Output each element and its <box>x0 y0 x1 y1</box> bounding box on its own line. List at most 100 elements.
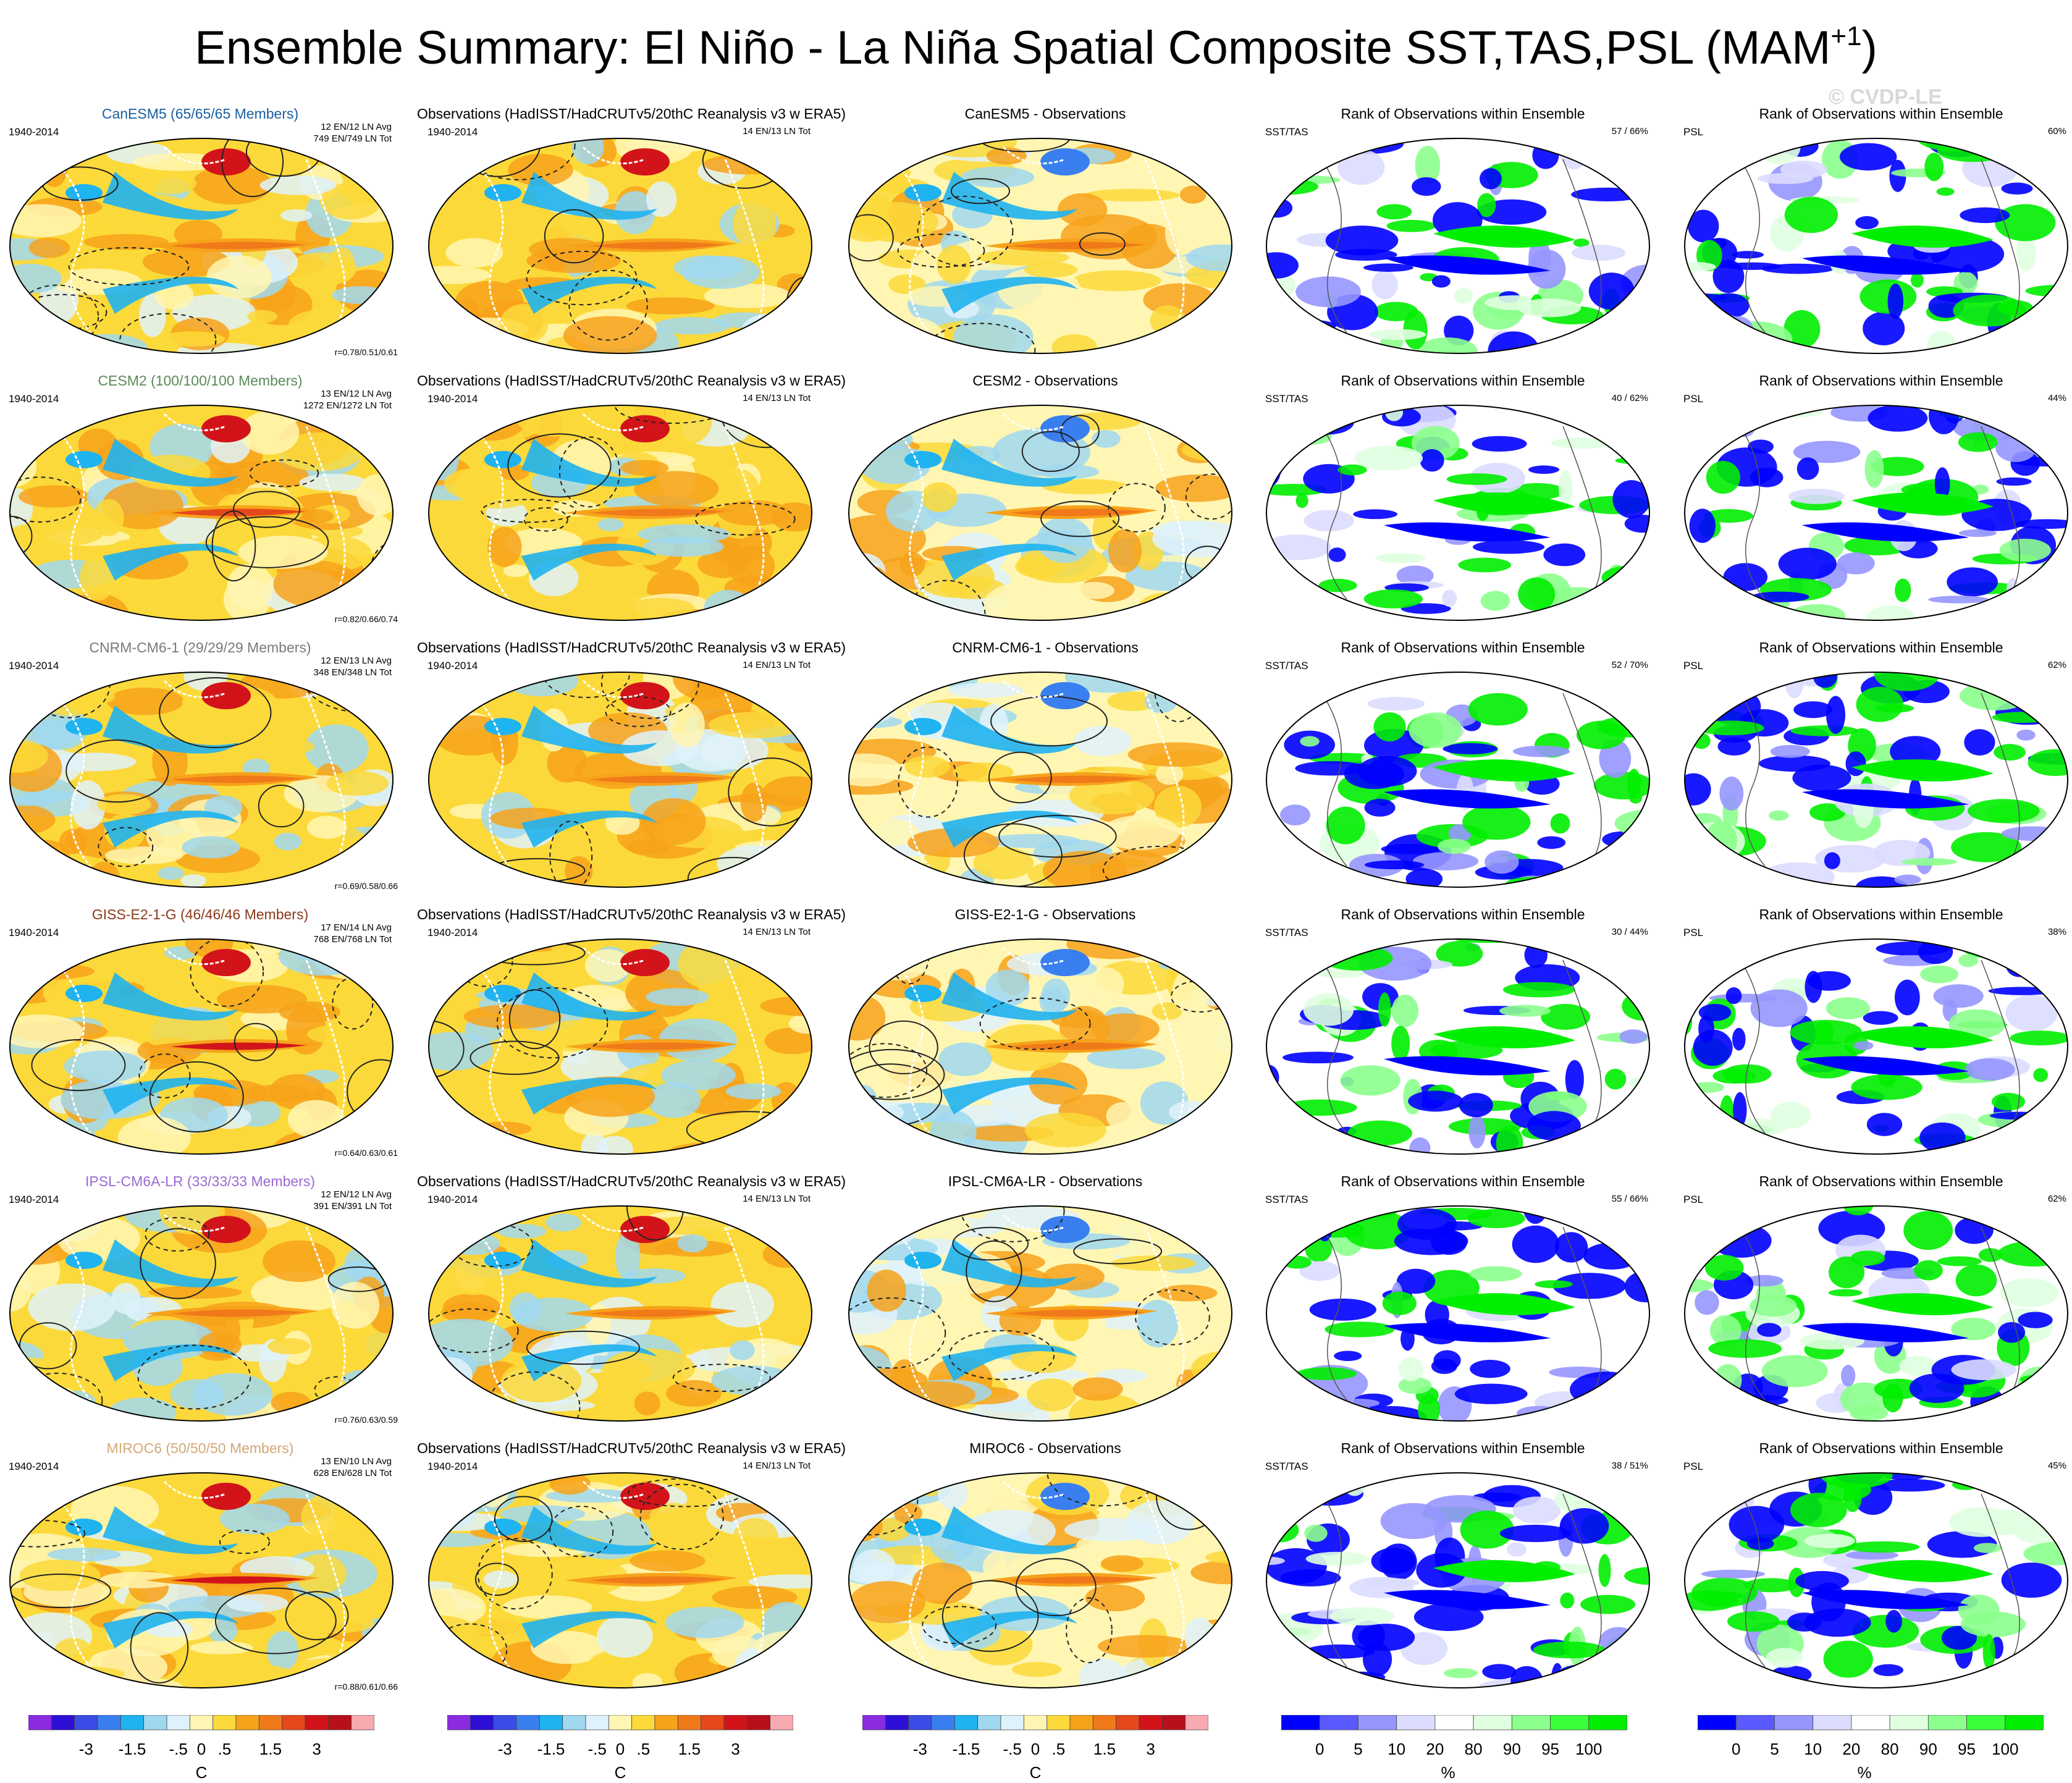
colorbar-tick-label: 1.5 <box>678 1740 701 1758</box>
rank-psl-pct: 38% <box>2047 927 2066 937</box>
obs-period: 1940-2014 <box>427 1461 478 1472</box>
obs-tot: 14 EN/13 LN Tot <box>743 126 811 137</box>
rank-colorbar: 0 5 10 20 80 90 95 100% <box>1698 1715 2044 1783</box>
model-title: MIROC6 (50/50/50 Members) <box>106 1440 294 1456</box>
colorbar-tick-label: 95 <box>1541 1740 1560 1758</box>
sst-colorbar: -3 -1.5 -.5 0 .5 1.5 3 C <box>862 1715 1208 1783</box>
colorbar-tick-label: 3 <box>312 1740 321 1758</box>
obs-panel: Observations (HadISST/HadCRUTv5/20thC Re… <box>417 639 846 906</box>
rank-sst-pct: 55 / 66% <box>1611 1194 1648 1204</box>
model-avg: 13 EN/10 LN Avg <box>321 1456 392 1467</box>
colorbar-swatch <box>351 1715 374 1730</box>
colorbar-tick-label: 100 <box>1992 1740 2019 1758</box>
colorbar-swatch <box>1069 1715 1093 1730</box>
rank-title: Rank of Observations within Ensemble <box>1341 106 1585 122</box>
rank-title: Rank of Observations within Ensemble <box>1341 906 1585 922</box>
model-tot: 1272 EN/1272 LN Tot <box>303 400 392 411</box>
diff-panel: GISS-E2-1-G - Observations <box>848 906 1255 1173</box>
model-title: CanESM5 (65/65/65 Members) <box>101 106 299 122</box>
diff-panel: MIROC6 - Observations <box>848 1439 1255 1706</box>
pattern-correlation: r=0.78/0.51/0.61 <box>334 347 398 357</box>
rank-title: Rank of Observations within Ensemble <box>1341 1173 1585 1189</box>
model-avg: 12 EN/13 LN Avg <box>321 655 392 666</box>
map-field <box>428 672 812 888</box>
rank-title: Rank of Observations within Ensemble <box>1759 373 2003 389</box>
rank-title: Rank of Observations within Ensemble <box>1341 373 1585 389</box>
colorbar-unit: % <box>1857 1763 1872 1782</box>
colorbar-tick-label: -1.5 <box>537 1740 565 1758</box>
rank-sst-label: SST/TAS <box>1265 660 1308 672</box>
colorbar-unit: % <box>1441 1763 1455 1782</box>
colorbar-swatch <box>746 1715 771 1730</box>
colorbar-swatch <box>166 1715 190 1730</box>
model-panel: CNRM-CM6-1 (29/29/29 Members) 1940-2014 12… <box>9 639 416 906</box>
colorbar-tick-label: 95 <box>1958 1740 1976 1758</box>
map-field <box>848 405 1232 621</box>
rank-sst-pct: 52 / 70% <box>1611 660 1648 670</box>
colorbar-swatch <box>1588 1715 1627 1730</box>
colorbar-swatch <box>585 1715 609 1730</box>
model-avg: 13 EN/12 LN Avg <box>321 389 392 399</box>
diff-panel: CanESM5 - Observations <box>848 105 1255 372</box>
map-field <box>1684 938 2068 1155</box>
rank-sst-panel: Rank of Observations within Ensemble SST/… <box>1265 639 1673 906</box>
obs-panel: Observations (HadISST/HadCRUTv5/20thC Re… <box>417 105 846 372</box>
model-panel: MIROC6 (50/50/50 Members) 1940-2014 13 EN/… <box>9 1439 416 1706</box>
rank-psl-panel: Rank of Observations within Ensemble PSL 6… <box>1683 639 2072 906</box>
rank-sst-label: SST/TAS <box>1265 1461 1308 1472</box>
map-field <box>9 405 394 621</box>
model-tot: 391 EN/391 LN Tot <box>313 1201 392 1212</box>
model-period: 1940-2014 <box>9 1461 59 1472</box>
colorbar-swatch <box>305 1715 329 1730</box>
model-title: GISS-E2-1-G (46/46/46 Members) <box>91 906 309 922</box>
model-period: 1940-2014 <box>9 927 59 938</box>
colorbar-swatch <box>282 1715 306 1730</box>
colorbar-tick-label: 0 <box>1030 1740 1040 1758</box>
diff-title: IPSL-CM6A-LR - Observations <box>948 1173 1143 1189</box>
colorbar-tick-label: .5 <box>636 1740 651 1758</box>
colorbar-swatch <box>258 1715 283 1730</box>
obs-period: 1940-2014 <box>427 393 478 405</box>
rank-title: Rank of Observations within Ensemble <box>1341 639 1585 655</box>
obs-title: Observations (HadISST/HadCRUTv5/20thC Re… <box>416 106 846 122</box>
rank-sst-panel: Rank of Observations within Ensemble SST/… <box>1265 1439 1673 1706</box>
colorbar-swatch <box>74 1715 98 1730</box>
map-field <box>9 938 394 1155</box>
pattern-correlation: r=0.69/0.58/0.66 <box>334 881 398 891</box>
colorbar-swatch <box>1774 1715 1814 1730</box>
colorbar-swatch <box>701 1715 725 1730</box>
map-field <box>428 1205 812 1422</box>
map-field <box>428 1472 812 1688</box>
colorbar-swatch <box>631 1715 655 1730</box>
model-period: 1940-2014 <box>9 1194 59 1205</box>
colorbar-tick-label: -1.5 <box>952 1740 980 1758</box>
rank-psl-panel: Rank of Observations within Ensemble PSL 3… <box>1683 906 2072 1173</box>
rank-sst-pct: 57 / 66% <box>1611 126 1648 137</box>
colorbar-unit: C <box>195 1763 208 1782</box>
colorbar-tick-label: 20 <box>1426 1740 1444 1758</box>
colorbar-swatch <box>1139 1715 1163 1730</box>
obs-tot: 14 EN/13 LN Tot <box>743 1461 811 1471</box>
colorbar-tick-label: -3 <box>497 1740 512 1758</box>
colorbar-swatch <box>770 1715 793 1730</box>
model-avg: 12 EN/12 LN Avg <box>321 1189 392 1200</box>
obs-panel: Observations (HadISST/HadCRUTv5/20thC Re… <box>417 372 846 639</box>
rank-psl-panel: Rank of Observations within Ensemble PSL 6… <box>1683 105 2072 372</box>
colorbar-tick-label: 100 <box>1575 1740 1602 1758</box>
rank-sst-panel: Rank of Observations within Ensemble SST/… <box>1265 906 1673 1173</box>
map-field <box>1266 938 1650 1155</box>
rank-psl-pct: 60% <box>2047 126 2066 137</box>
map-field <box>1684 405 2068 621</box>
obs-tot: 14 EN/13 LN Tot <box>743 1194 811 1204</box>
model-period: 1940-2014 <box>9 393 59 405</box>
colorbar-swatch <box>327 1715 352 1730</box>
model-avg: 12 EN/12 LN Avg <box>321 122 392 132</box>
colorbar-tick-label: 3 <box>1146 1740 1155 1758</box>
diff-panel: IPSL-CM6A-LR - Observations <box>848 1173 1255 1439</box>
rank-sst-label: SST/TAS <box>1265 927 1308 938</box>
member-counts: 13 EN/12 LN Avg 1272 EN/1272 LN Tot <box>303 388 392 411</box>
colorbar-tick-label: 20 <box>1842 1740 1861 1758</box>
figure-title: Ensemble Summary: El Niño - La Niña Spat… <box>0 17 2072 79</box>
colorbar-swatch <box>723 1715 748 1730</box>
rank-psl-label: PSL <box>1683 126 1704 138</box>
